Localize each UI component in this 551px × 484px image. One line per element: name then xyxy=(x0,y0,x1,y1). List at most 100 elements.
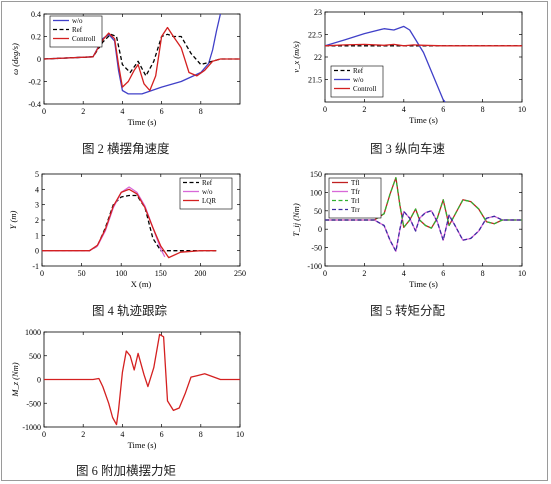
chart-additional-yaw-moment: 0 2 4 6 8 10 -1000 -500 0 500 1000 Time (s) M_z (Nm) xyxy=(10,328,244,450)
x-axis-label: X (m) xyxy=(131,279,152,289)
series-group xyxy=(44,333,240,426)
caption-fig6: 图 6 附加横摆力矩 xyxy=(76,464,177,478)
x-tick-label: 8 xyxy=(199,430,203,439)
caption-fig4: 图 4 轨迹跟踪 xyxy=(92,304,168,318)
x-axis-label: Time (s) xyxy=(409,279,438,289)
y-tick-label: 0 xyxy=(37,376,41,385)
y-axis-label: ω (deg/s) xyxy=(10,43,20,75)
y-tick-label: 1 xyxy=(35,231,39,240)
legend-label: Ref xyxy=(353,67,364,75)
x-tick-label: 4 xyxy=(402,105,406,114)
x-tick-label: 6 xyxy=(441,105,445,114)
y-tick-label: -0.2 xyxy=(28,78,41,87)
y-tick-label: 22.5 xyxy=(308,31,322,40)
x-tick-label: 2 xyxy=(81,107,85,116)
legend-label: w/o xyxy=(72,17,83,25)
x-tick-label: 200 xyxy=(194,269,206,278)
legend-box xyxy=(49,15,103,48)
caption-fig5: 图 5 转矩分配 xyxy=(370,304,446,318)
series-line-trr xyxy=(325,210,522,252)
x-axis-label: Time (s) xyxy=(409,115,438,125)
y-tick-label: -50 xyxy=(311,244,322,253)
y-tick-label: 21.5 xyxy=(308,76,322,85)
caption-fig2: 图 2 横摆角速度 xyxy=(82,142,170,156)
legend-label: Ref xyxy=(72,26,83,34)
x-tick-label: 100 xyxy=(115,269,127,278)
legend-label: w/o xyxy=(202,188,213,196)
y-tick-label: 0.4 xyxy=(31,10,41,19)
y-tick-label: 500 xyxy=(29,352,41,361)
y-tick-label: 23 xyxy=(314,8,322,17)
x-tick-label: 10 xyxy=(236,430,244,439)
legend-label: Tfr xyxy=(351,188,361,196)
y-tick-label: -500 xyxy=(26,399,41,408)
y-tick-label: -100 xyxy=(307,262,322,271)
legend-box xyxy=(328,177,382,219)
x-tick-label: 0 xyxy=(323,105,327,114)
legend-label: Controll xyxy=(72,35,95,43)
x-tick-label: 6 xyxy=(441,269,445,278)
x-tick-label: 250 xyxy=(234,269,246,278)
x-tick-label: 4 xyxy=(120,107,124,116)
series-group xyxy=(325,177,522,252)
y-tick-label: 0.2 xyxy=(31,33,41,42)
x-tick-label: 0 xyxy=(42,430,46,439)
y-tick-label: 0 xyxy=(35,247,39,256)
x-tick-label: 50 xyxy=(78,269,86,278)
y-tick-label: 4 xyxy=(35,185,39,194)
series-line-trl xyxy=(325,177,522,229)
x-tick-label: 2 xyxy=(362,269,366,278)
legend-label: Trl xyxy=(351,197,359,205)
y-tick-label: 0 xyxy=(37,55,41,64)
legend-box xyxy=(330,65,384,98)
x-tick-label: 4 xyxy=(120,430,124,439)
x-axis-label: Time (s) xyxy=(128,440,157,450)
series-group xyxy=(325,25,522,102)
x-tick-label: 0 xyxy=(40,269,44,278)
x-tick-label: 6 xyxy=(160,430,164,439)
x-tick-label: 4 xyxy=(402,269,406,278)
x-tick-label: 6 xyxy=(160,107,164,116)
series-line-controll xyxy=(325,43,522,47)
x-tick-label: 2 xyxy=(81,430,85,439)
legend-label: Tfl xyxy=(351,179,360,187)
legend-label: Trr xyxy=(351,206,360,214)
series-group xyxy=(44,14,240,95)
legend-box xyxy=(179,177,233,210)
x-tick-label: 10 xyxy=(518,105,526,114)
y-tick-label: 150 xyxy=(310,170,322,179)
y-axis-label: Y (m) xyxy=(8,211,18,230)
x-axis-label: Time (s) xyxy=(128,117,157,127)
y-axis-label: M_z (Nm) xyxy=(10,362,20,397)
x-tick-label: 10 xyxy=(518,269,526,278)
x-tick-label: 8 xyxy=(481,269,485,278)
series-line-controll xyxy=(44,26,240,92)
x-tick-label: 8 xyxy=(199,107,203,116)
legend-label: Controll xyxy=(353,85,376,93)
series-line-mz xyxy=(44,333,240,426)
chart-yaw-rate: 0 2 4 6 8 -0.4 -0.2 0 0.2 0.4 Time (s) ω (deg/s) w/o… xyxy=(10,10,241,127)
series-line-lqr xyxy=(42,188,217,259)
legend-label: Ref xyxy=(202,179,213,187)
series-line-w-o xyxy=(325,25,447,102)
y-tick-label: 5 xyxy=(35,170,39,179)
y-tick-label: 1000 xyxy=(25,328,41,337)
x-tick-label: 2 xyxy=(362,105,366,114)
legend-label: w/o xyxy=(353,76,364,84)
caption-fig3: 图 3 纵向车速 xyxy=(370,142,446,156)
chart-torque-distribution: 0 2 4 6 8 10 -100 -50 0 50 100 150 Time (s) T_ij (Nm)… xyxy=(291,170,526,289)
x-tick-label: 0 xyxy=(42,107,46,116)
x-tick-label: 150 xyxy=(155,269,167,278)
y-axis-label: v_x (m/s) xyxy=(291,41,301,73)
y-tick-label: -1 xyxy=(32,262,39,271)
y-tick-label: -1000 xyxy=(22,423,41,432)
y-tick-label: 3 xyxy=(35,201,39,210)
y-tick-label: -0.4 xyxy=(28,100,41,109)
y-tick-label: 22 xyxy=(314,53,322,62)
legend-label: LQR xyxy=(202,197,216,205)
chart-longitudinal-speed: 0 2 4 6 8 10 21.5 22 22.5 23 Time (s) v_x (m/s) Refw… xyxy=(291,8,526,125)
x-tick-label: 8 xyxy=(481,105,485,114)
series-group xyxy=(42,186,217,259)
